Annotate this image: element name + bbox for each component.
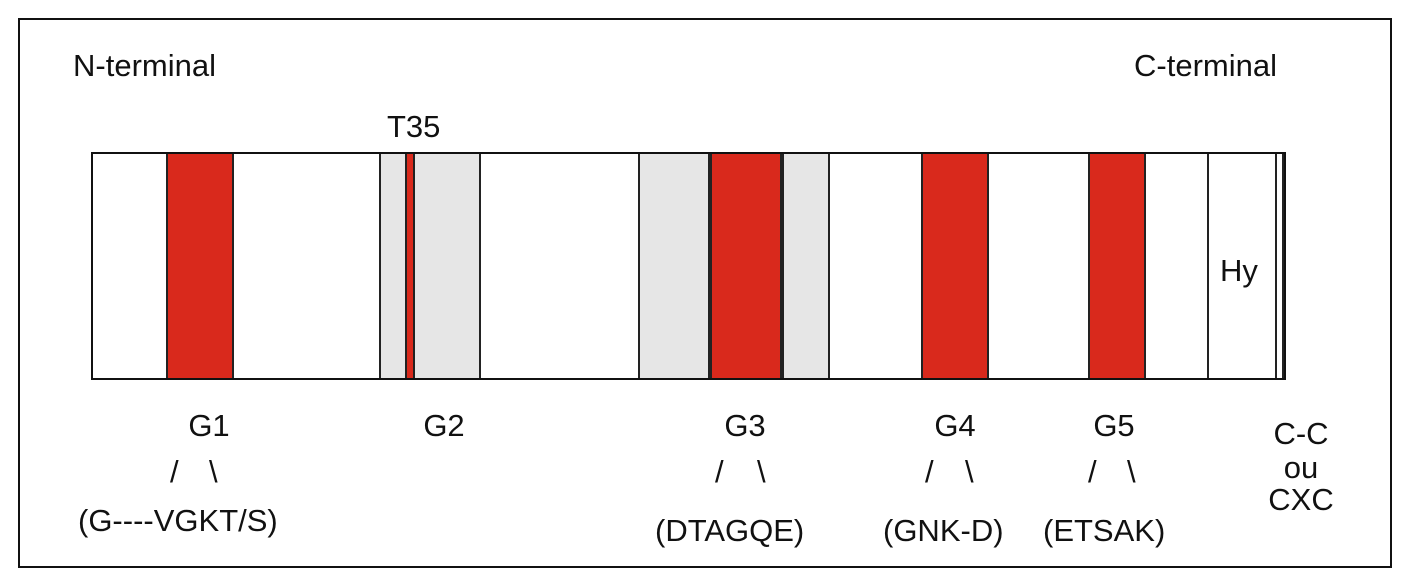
- g1-backslash: \: [209, 454, 218, 489]
- c-terminal-cxc-strip: [1275, 154, 1284, 378]
- switch2-region-right: [782, 154, 830, 378]
- c-end-line2: ou: [1283, 450, 1319, 485]
- g3-label: G3: [724, 408, 766, 443]
- protein-bar: Hy: [91, 152, 1286, 380]
- g4-label: G4: [934, 408, 976, 443]
- g5-motif-block: [1088, 154, 1146, 378]
- g5-label: G5: [1093, 408, 1135, 443]
- hy-label: Hy: [1220, 253, 1258, 288]
- t35-label: T35: [387, 109, 441, 144]
- n-terminal-label: N-terminal: [73, 48, 216, 83]
- c-end-line1: C-C: [1273, 416, 1329, 451]
- g1-motif-block: [166, 154, 234, 378]
- c-end-line3: CXC: [1268, 482, 1334, 517]
- g4-motif-block: [921, 154, 989, 378]
- g3-motif: (DTAGQE): [655, 513, 805, 548]
- g1-motif: (G----VGKT/S): [78, 503, 278, 538]
- g4-slash: /: [925, 454, 934, 489]
- g3-slash: /: [715, 454, 724, 489]
- switch1-region-left: [379, 154, 407, 378]
- g5-motif: (ETSAK): [1043, 513, 1166, 548]
- g1-label: G1: [188, 408, 230, 443]
- g5-slash: /: [1088, 454, 1097, 489]
- g3-backslash: \: [757, 454, 766, 489]
- g4-motif: (GNK-D): [883, 513, 1004, 548]
- hypervariable-region: [1207, 154, 1275, 378]
- g1-slash: /: [170, 454, 179, 489]
- g4-backslash: \: [965, 454, 974, 489]
- g3-motif-block: [710, 154, 782, 378]
- switch2-region-left: [638, 154, 710, 378]
- c-terminal-label: C-terminal: [1134, 48, 1277, 83]
- g5-backslash: \: [1127, 454, 1136, 489]
- switch1-region-right: [413, 154, 481, 378]
- g2-motif-line: [407, 154, 413, 378]
- g2-label: G2: [423, 408, 465, 443]
